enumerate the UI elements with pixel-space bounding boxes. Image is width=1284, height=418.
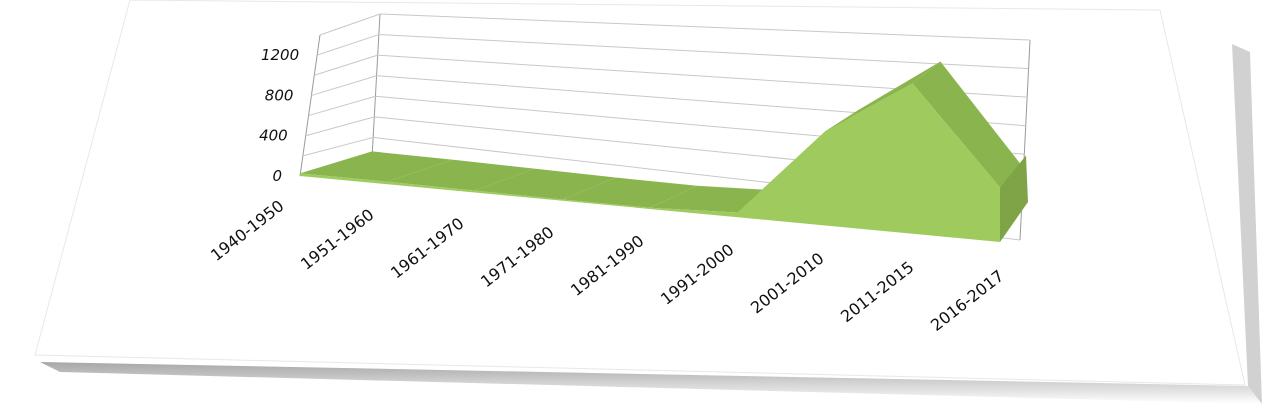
side-wall-front-edge xyxy=(299,34,321,177)
side-gridline xyxy=(314,54,378,76)
area-top-segment xyxy=(300,151,454,182)
side-gridline xyxy=(311,75,377,96)
side-gridline xyxy=(308,95,376,117)
y-tick-label: 0 xyxy=(272,167,282,185)
area-top-segment xyxy=(825,61,941,132)
card-shadow-right xyxy=(1232,44,1262,404)
side-gridline xyxy=(319,13,381,36)
side-gridline xyxy=(316,34,380,56)
y-tick-labels: 0 400 800 1200 xyxy=(259,46,299,185)
area-series xyxy=(300,61,1028,242)
y-tick-label: 400 xyxy=(259,127,288,145)
y-tick-label: 800 xyxy=(265,86,294,104)
area-top-segment xyxy=(387,159,535,191)
back-gridline xyxy=(378,34,1029,70)
area-top-segment xyxy=(475,168,616,200)
side-gridline xyxy=(302,136,374,157)
card-shadow xyxy=(40,362,1262,404)
y-tick-label: 1200 xyxy=(261,46,299,64)
side-gridline xyxy=(305,116,375,137)
area-side-face xyxy=(1000,155,1028,242)
back-gridline xyxy=(379,13,1031,41)
side-wall-back-edge xyxy=(371,13,381,159)
area-top-segment xyxy=(562,177,697,208)
area-front-face xyxy=(300,83,1000,242)
area-top-segment xyxy=(912,61,1022,188)
